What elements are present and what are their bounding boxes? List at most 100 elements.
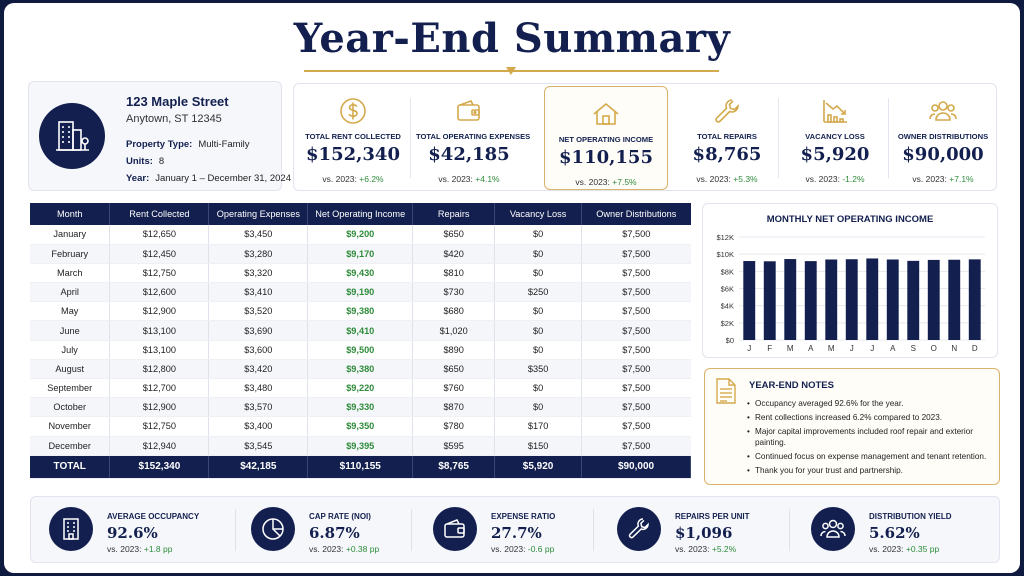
table-cell: $890 bbox=[412, 340, 496, 360]
table-cell: $7,500 bbox=[581, 359, 691, 380]
building-icon bbox=[49, 507, 93, 551]
metric-divider bbox=[235, 509, 236, 551]
table-header-row: Month Rent Collected Operating Expenses … bbox=[30, 203, 691, 225]
table-cell: $760 bbox=[412, 378, 496, 399]
metric-comparison-prefix: vs. 2023: bbox=[675, 544, 710, 554]
table-total-cell: TOTAL bbox=[30, 455, 111, 479]
bar bbox=[825, 259, 838, 340]
note-item: Continued focus on expense management an… bbox=[747, 451, 997, 462]
kpi-value: $110,155 bbox=[559, 147, 653, 168]
note-item: Major capital improvements included roof… bbox=[747, 426, 997, 448]
table-cell: $7,500 bbox=[581, 436, 691, 456]
table-cell: August bbox=[30, 359, 111, 380]
kpi-change: +5.3% bbox=[733, 174, 758, 184]
table-cell: $12,750 bbox=[109, 416, 210, 437]
table-cell: $0 bbox=[494, 225, 583, 245]
table-cell: $870 bbox=[412, 397, 496, 418]
metric-label: EXPENSE RATIO bbox=[491, 512, 556, 521]
kpi-comparison: vs. 2023: +4.1% bbox=[416, 174, 522, 184]
kpi-change: +4.1% bbox=[475, 174, 500, 184]
table-cell: May bbox=[30, 301, 111, 322]
table-cell: $0 bbox=[494, 301, 583, 322]
kpi-label: VACANCY LOSS bbox=[805, 132, 865, 141]
noi-chart-card: MONTHLY NET OPERATING INCOME $0 $2K $4K $6K… bbox=[702, 203, 998, 358]
table-row: May $12,900 $3,520 $9,380 $680 $0 $7,500 bbox=[30, 301, 691, 322]
x-tick-label: A bbox=[890, 344, 896, 353]
y-tick-label: $8K bbox=[721, 267, 734, 276]
table-total-cell: $90,000 bbox=[581, 455, 691, 479]
kpi-label: TOTAL RENT COLLECTED bbox=[305, 132, 401, 141]
table-cell: $7,500 bbox=[581, 282, 691, 303]
kpi-value: $90,000 bbox=[902, 144, 984, 165]
table-cell: $595 bbox=[412, 436, 496, 456]
metric-value: 27.7% bbox=[491, 524, 542, 542]
table-cell: $3,280 bbox=[208, 244, 309, 264]
bar bbox=[866, 258, 879, 340]
kpi-label: NET OPERATING INCOME bbox=[558, 135, 654, 144]
table-cell: $3,570 bbox=[208, 397, 309, 418]
declining-chart-icon bbox=[823, 100, 847, 123]
table-cell: December bbox=[30, 436, 111, 456]
kpi-divider bbox=[410, 98, 411, 178]
house-icon bbox=[593, 102, 619, 125]
table-cell: $7,500 bbox=[581, 225, 691, 245]
kpi-label: OWNER DISTRIBUTIONS bbox=[897, 132, 989, 141]
kpi-comparison: vs. 2023: +5.3% bbox=[674, 174, 780, 184]
bar bbox=[927, 259, 940, 340]
table-row: November $12,750 $3,400 $9,350 $780 $170 $7,50… bbox=[30, 416, 691, 437]
property-units-value: 8 bbox=[158, 156, 165, 167]
column-header: Operating Expenses bbox=[208, 203, 309, 225]
property-year-row: Year: January 1 – December 31, 2024 bbox=[126, 173, 291, 184]
table-cell: $3,410 bbox=[208, 282, 309, 303]
kpi-owner-distributions: OWNER DISTRIBUTIONS $90,000 vs. 2023: +7… bbox=[890, 84, 996, 190]
table-cell: $3,450 bbox=[208, 225, 309, 245]
metric-label: CAP RATE (NOI) bbox=[309, 512, 371, 521]
table-cell: $7,500 bbox=[581, 378, 691, 399]
table-cell: $9,395 bbox=[307, 436, 414, 456]
y-tick-label: $4K bbox=[721, 302, 734, 311]
table-row: April $12,600 $3,410 $9,190 $730 $250 $7,500 bbox=[30, 282, 691, 303]
kpi-net-operating-income: NET OPERATING INCOME $110,155 vs. 2023: … bbox=[544, 86, 668, 190]
metric-comparison-prefix: vs. 2023: bbox=[107, 544, 142, 554]
table-cell: July bbox=[30, 340, 111, 360]
table-cell: April bbox=[30, 282, 111, 303]
kpi-label: TOTAL REPAIRS bbox=[697, 132, 757, 141]
metric-comparison-prefix: vs. 2023: bbox=[869, 544, 904, 554]
bar bbox=[804, 261, 817, 340]
metric-change: +1.8 pp bbox=[143, 544, 173, 554]
pie-chart-icon bbox=[251, 507, 295, 551]
x-tick-label: J bbox=[747, 344, 751, 353]
table-cell: October bbox=[30, 397, 111, 418]
table-cell: $9,430 bbox=[307, 263, 414, 284]
table-row: July $13,100 $3,600 $9,500 $890 $0 $7,500 bbox=[30, 340, 691, 360]
document-icon bbox=[716, 378, 736, 404]
metric-label: AVERAGE OCCUPANCY bbox=[107, 512, 200, 521]
metric-change: +0.35 pp bbox=[905, 544, 940, 554]
table-cell: $9,380 bbox=[307, 301, 414, 322]
metric-distribution-yield: DISTRIBUTION YIELD 5.62% vs. 2023: +0.35… bbox=[793, 497, 993, 562]
table-cell: $780 bbox=[412, 416, 496, 437]
table-cell: $13,100 bbox=[109, 340, 210, 360]
column-header: Month bbox=[30, 203, 111, 225]
column-header: Vacancy Loss bbox=[494, 203, 583, 225]
y-tick-label: $0 bbox=[726, 336, 734, 345]
noi-bar-chart: $0 $2K $4K $6K $8K $10K $12K J F M A M J J A S O N D bbox=[716, 233, 985, 353]
metric-cap-rate: CAP RATE (NOI) 6.87% vs. 2023: +0.38 pp bbox=[233, 497, 433, 562]
metric-comparison-prefix: vs. 2023: bbox=[491, 544, 526, 554]
table-cell: $3,545 bbox=[208, 436, 309, 456]
note-item: Occupancy averaged 92.6% for the year. bbox=[747, 398, 997, 409]
metrics-strip: AVERAGE OCCUPANCY 92.6% vs. 2023: +1.8 p… bbox=[30, 496, 1000, 563]
table-cell: $12,600 bbox=[109, 282, 210, 303]
table-cell: $12,700 bbox=[109, 378, 210, 399]
people-icon bbox=[811, 507, 855, 551]
notes-title: YEAR-END NOTES bbox=[749, 380, 834, 391]
kpi-change: -1.2% bbox=[842, 174, 865, 184]
monthly-table: Month Rent Collected Operating Expenses … bbox=[30, 203, 691, 479]
y-tick-label: $10K bbox=[716, 250, 734, 259]
table-cell: March bbox=[30, 263, 111, 284]
kpi-divider bbox=[778, 98, 779, 178]
table-cell: $12,940 bbox=[109, 436, 210, 456]
note-item: Rent collections increased 6.2% compared… bbox=[747, 412, 997, 423]
kpi-comparison-prefix: vs. 2023: bbox=[805, 174, 840, 184]
x-tick-label: J bbox=[870, 344, 874, 353]
